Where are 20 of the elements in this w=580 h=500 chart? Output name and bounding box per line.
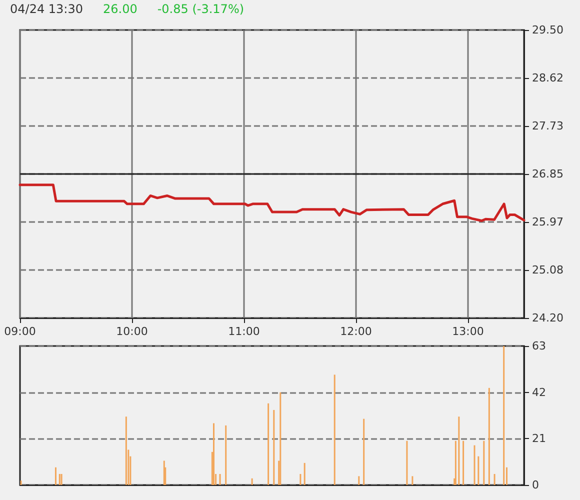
y-tick-label: 21 [532,432,546,446]
x-tick-label: 13:00 [452,325,484,338]
y-tick-label: 24.20 [532,312,564,324]
y-tick-label: 25.97 [532,215,564,228]
y-tick-label: 26.85 [532,168,564,180]
y-tick-label: 63 [532,340,546,352]
y-tick-label: 42 [532,386,546,399]
text: 26.00 [102,2,138,16]
y-tick-label: 27.73 [532,120,564,133]
y-tick-label: 25.08 [532,264,564,277]
x-tick-label: 10:00 [116,325,148,338]
text: -0.85 (-3.17%) [157,2,244,16]
y-tick-label: 29.50 [532,24,564,36]
y-tick-label: 0 [532,478,539,492]
x-tick-label: 12:00 [340,325,372,338]
line-series [18,184,526,222]
chart-title: 04/24 13:30 [10,2,83,16]
x-tick-label: 09:00 [4,325,36,338]
x-tick-label: 11:00 [228,325,260,338]
y-tick-label: 28.62 [532,71,564,84]
